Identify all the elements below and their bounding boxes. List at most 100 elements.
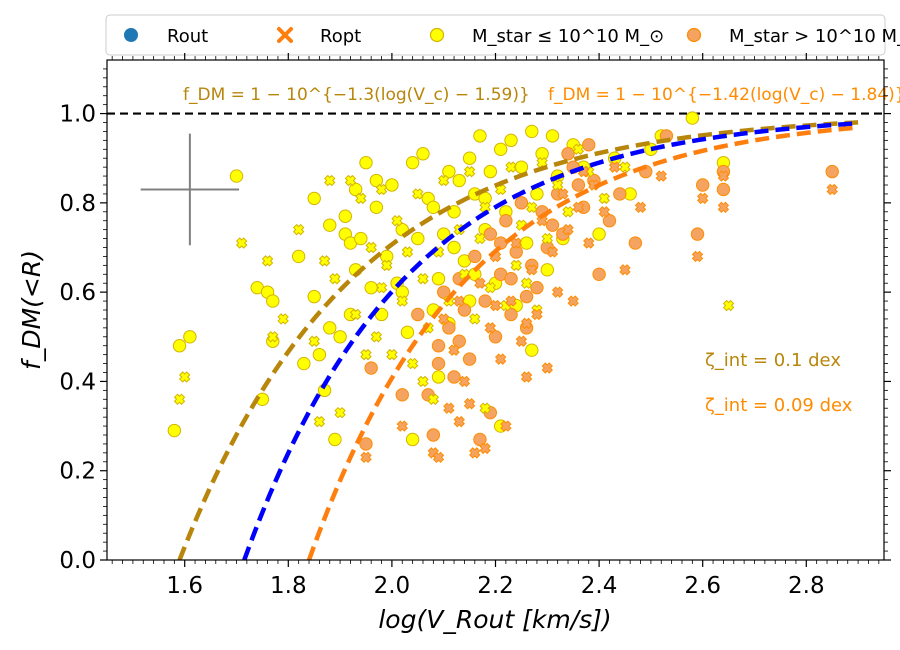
rout-point: [545, 129, 560, 143]
ropt-point: [458, 375, 471, 388]
ropt-point: [261, 255, 274, 267]
rout-point: [395, 388, 409, 402]
ropt-point: [463, 165, 476, 178]
rout-point: [462, 151, 477, 165]
rout-point: [514, 160, 529, 174]
ropt-point: [386, 348, 398, 361]
ropt-point: [349, 308, 362, 321]
rout-point: [452, 173, 466, 188]
ropt-point: [412, 188, 424, 200]
ropt-point: [401, 246, 414, 258]
ropt-point: [178, 371, 191, 383]
ropt-point: [474, 277, 486, 289]
ropt-point: [417, 375, 429, 388]
rout-point: [514, 196, 529, 210]
ropt-point: [557, 188, 569, 200]
ropt-point: [437, 313, 450, 325]
rout-point: [499, 214, 513, 228]
ropt-point: [381, 259, 393, 272]
ropt-point: [655, 170, 667, 182]
ropt-point: [551, 286, 564, 298]
ropt-point: [344, 174, 357, 187]
ropt-point: [541, 362, 554, 374]
y-axis-title: f_DM(<R): [17, 250, 46, 370]
ropt-point: [463, 398, 476, 410]
ropt-point: [541, 232, 554, 245]
legend-ropt-marker: [277, 27, 293, 43]
rout-point: [333, 330, 347, 344]
rout-point: [483, 164, 498, 179]
ropt-point: [406, 357, 419, 370]
rout-point: [488, 330, 503, 344]
ropt-point: [329, 273, 341, 285]
ropt-point: [562, 223, 574, 236]
ropt-point: [355, 192, 367, 205]
rout-point: [592, 267, 606, 281]
rout-point: [690, 227, 705, 241]
ropt-point: [717, 170, 730, 182]
scatter-low-mass: ζ_int = 0.1 dex: [705, 350, 841, 371]
x-tick-label: 2.2: [477, 573, 514, 599]
rout-point: [297, 356, 311, 371]
x-tick-label: 2.6: [684, 573, 721, 599]
formula-high-mass: f_DM = 1 − 10^{−1.42(log(V_c) − 1.84)}: [548, 85, 900, 105]
rout-point: [493, 142, 508, 156]
ropt-point: [453, 415, 465, 428]
ropt-point: [235, 237, 248, 249]
y-tick-label: 0.8: [59, 191, 96, 217]
ropt-point: [572, 201, 585, 214]
legend-high-mass-marker: [686, 27, 702, 43]
rout-point: [535, 147, 549, 161]
legend-low-mass-label: M_star ≤ 10^10 M_⊙: [472, 26, 664, 47]
rout-point: [462, 352, 477, 366]
ropt-point: [484, 281, 497, 294]
rout-point: [504, 133, 518, 148]
rout-point: [592, 227, 606, 241]
rout-point: [628, 236, 643, 250]
rout-point: [473, 432, 487, 447]
y-tick-label: 1.0: [59, 102, 96, 128]
rout-point: [183, 330, 197, 344]
ropt-point: [479, 442, 491, 455]
rout-point: [504, 272, 518, 286]
ropt-point: [494, 353, 507, 365]
ropt-point: [696, 192, 709, 205]
legend-rout-marker: [124, 28, 138, 42]
ropt-point: [308, 335, 320, 347]
rout-point: [172, 339, 187, 353]
rout-point: [307, 191, 321, 206]
rout-point: [369, 200, 384, 215]
error-bar-layer: [140, 133, 240, 246]
ropt-point: [443, 402, 455, 414]
ropt-point: [619, 264, 631, 276]
rout-point: [385, 178, 399, 192]
ropt-point: [510, 237, 522, 249]
ropt-point: [365, 241, 377, 254]
rout-point: [167, 423, 182, 438]
y-tick-label: 0.2: [59, 459, 96, 485]
rout-point: [323, 321, 337, 335]
ropt-point: [722, 299, 735, 312]
x-tick-label: 1.8: [270, 573, 307, 599]
rout-point: [359, 155, 373, 170]
ropt-point: [572, 143, 585, 155]
ropt-point: [417, 273, 429, 285]
rout-point: [400, 325, 415, 340]
rout-point: [447, 370, 461, 384]
rout-point: [328, 432, 342, 447]
rout-point: [457, 303, 472, 317]
ropt-point: [432, 451, 445, 464]
ropt-point: [375, 281, 388, 294]
y-tick-label: 0.0: [59, 548, 96, 574]
rout-point: [530, 280, 544, 295]
ropt-point: [515, 335, 528, 347]
x-tick-label: 1.6: [166, 573, 203, 599]
ropt-point: [375, 183, 388, 196]
fit-curve: [306, 125, 859, 560]
ropt-point: [551, 179, 564, 191]
rout-point: [561, 147, 575, 161]
ropt-point: [826, 183, 838, 196]
rout-point: [571, 178, 586, 192]
rout-point: [442, 321, 456, 335]
